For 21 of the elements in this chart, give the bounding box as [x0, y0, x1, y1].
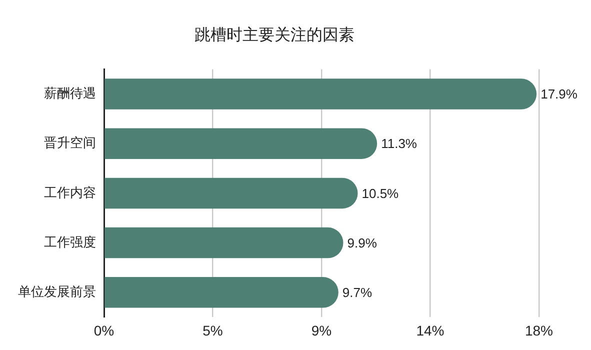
y-tick-label: 薪酬待遇 — [44, 86, 96, 101]
data-label: 17.9% — [540, 86, 578, 102]
data-label: 9.9% — [347, 235, 378, 250]
y-tick-label: 工作内容 — [44, 184, 96, 200]
x-tick-label: 0% — [94, 322, 114, 338]
x-tick-label: 18% — [524, 322, 554, 338]
y-tick-label: 工作强度 — [44, 234, 96, 250]
bar — [104, 78, 537, 110]
y-tick-label: 晋升空间 — [44, 135, 96, 150]
y-tick-label: 单位发展前景 — [18, 284, 96, 299]
bar — [104, 128, 378, 159]
data-label: 11.3% — [381, 136, 418, 152]
data-label: 9.7% — [342, 284, 372, 300]
bar — [104, 178, 358, 209]
x-tick-label: 9% — [311, 322, 332, 338]
x-tick-label: 14% — [416, 322, 444, 338]
bar — [104, 227, 344, 258]
data-label: 10.5% — [362, 186, 400, 201]
chart-title: 跳槽时主要关注的因素 — [194, 26, 354, 44]
x-tick-label: 5% — [202, 322, 223, 338]
bar — [104, 277, 338, 308]
